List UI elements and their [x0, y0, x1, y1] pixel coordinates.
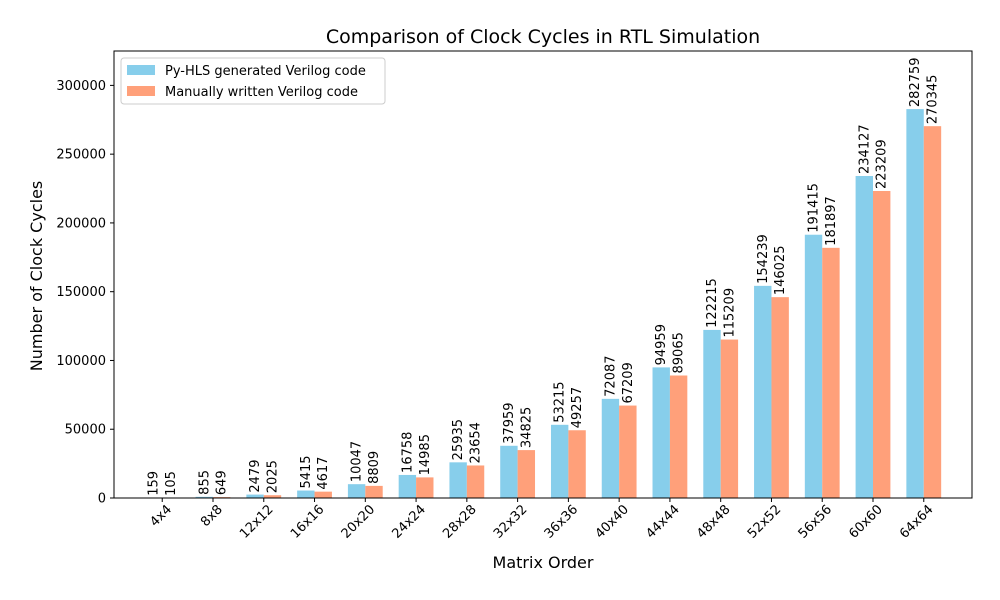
x-tick-label: 40x40 — [593, 502, 632, 541]
data-label-series-1-36x36: 53215 — [553, 381, 568, 422]
data-label-series-2-48x48: 115209 — [722, 288, 737, 338]
bar-series-1-64x64 — [906, 109, 924, 498]
data-label-series-1-20x20: 10047 — [350, 441, 365, 482]
x-tick-label: 28x28 — [440, 502, 479, 541]
data-label-series-1-12x12: 2479 — [248, 459, 263, 492]
x-axis-title: Matrix Order — [493, 553, 594, 572]
data-label-series-1-60x60: 234127 — [857, 124, 872, 174]
x-tick-label: 16x16 — [288, 502, 327, 541]
x-tick-label: 48x48 — [694, 502, 733, 541]
data-label-series-2-16x16: 4617 — [316, 457, 331, 490]
legend-swatch-1 — [127, 65, 155, 75]
data-label-series-1-48x48: 122215 — [705, 278, 720, 328]
bar-series-2-24x24 — [416, 477, 434, 498]
bar-series-1-24x24 — [398, 474, 417, 498]
data-label-series-2-40x40: 67209 — [621, 362, 636, 403]
bar-series-1-56x56 — [804, 234, 823, 499]
data-label-series-2-52x52: 146025 — [773, 246, 788, 296]
bar-series-2-32x32 — [517, 450, 536, 498]
y-tick-label: 300000 — [56, 79, 106, 94]
bar-series-2-16x16 — [314, 491, 332, 498]
data-label-series-1-4x4: 159 — [147, 471, 162, 496]
bar-series-1-44x44 — [652, 367, 670, 498]
legend-swatch-2 — [127, 86, 155, 96]
bar-series-2-36x36 — [568, 430, 586, 498]
legend: Py-HLS generated Verilog code Manually wr… — [120, 57, 386, 105]
data-label-series-2-32x32: 34825 — [519, 407, 534, 448]
x-tick-label: 24x24 — [389, 502, 428, 541]
y-tick-label: 100000 — [56, 354, 106, 369]
y-tick-label: 250000 — [56, 148, 106, 163]
x-tick-label: 20x20 — [339, 502, 378, 541]
bar-series-1-40x40 — [601, 398, 620, 498]
data-label-series-2-60x60: 223209 — [875, 139, 890, 189]
data-label-series-2-12x12: 2025 — [265, 460, 280, 493]
x-tick-label: 36x36 — [542, 502, 581, 541]
bar-series-1-28x28 — [449, 462, 467, 498]
bar-series-2-12x12 — [263, 495, 282, 498]
data-label-series-1-8x8: 855 — [197, 470, 212, 495]
y-axis-title: Number of Clock Cycles — [27, 181, 46, 371]
bar-series-1-52x52 — [754, 285, 772, 498]
x-tick-label: 56x56 — [796, 502, 835, 541]
data-label-series-2-64x64: 270345 — [925, 75, 940, 125]
x-tick-label: 52x52 — [745, 502, 784, 541]
x-tick-label: 44x44 — [643, 502, 682, 541]
bar-series-1-8x8 — [195, 496, 213, 498]
x-tick-label: 4x4 — [147, 502, 175, 530]
data-label-series-1-56x56: 191415 — [807, 183, 822, 233]
bar-series-2-20x20 — [365, 485, 383, 498]
x-tick-label: 60x60 — [846, 502, 885, 541]
data-label-series-1-52x52: 154239 — [756, 234, 771, 284]
axes-frame — [113, 50, 973, 499]
data-label-series-1-28x28: 25935 — [451, 419, 466, 460]
data-label-series-2-28x28: 23654 — [469, 422, 484, 463]
bar-series-2-56x56 — [822, 247, 840, 498]
data-label-series-1-24x24: 16758 — [400, 432, 415, 473]
bar-series-1-20x20 — [347, 484, 366, 498]
legend-box — [120, 57, 386, 105]
data-label-series-2-56x56: 181897 — [824, 196, 839, 246]
bar-series-2-60x60 — [873, 191, 891, 498]
bar-series-1-32x32 — [500, 445, 518, 498]
plot-area: 159 855 2479 5415 10047 16758 25935 37959 53215 7… — [56, 50, 973, 542]
bar-series-1-36x36 — [550, 424, 569, 498]
x-tick-label: 64x64 — [897, 502, 936, 541]
bar-series-2-64x64 — [923, 126, 942, 499]
bar-series-2-44x44 — [669, 375, 688, 498]
bar-series-1-48x48 — [703, 329, 721, 498]
y-tick-label: 0 — [98, 492, 106, 507]
data-label-series-2-20x20: 8809 — [367, 451, 382, 484]
y-tick-label: 150000 — [56, 285, 106, 300]
data-label-series-2-4x4: 105 — [164, 471, 179, 496]
bar-series-2-52x52 — [771, 297, 789, 498]
bar-series-2-28x28 — [466, 465, 485, 498]
data-label-series-1-16x16: 5415 — [299, 455, 314, 488]
data-label-series-2-24x24: 14985 — [418, 434, 433, 475]
bar-series-1-60x60 — [855, 175, 873, 499]
x-tick-label: 12x12 — [237, 502, 276, 541]
data-label-series-1-32x32: 37959 — [502, 402, 517, 443]
data-label-series-2-8x8: 649 — [215, 470, 230, 495]
x-tick-label: 32x32 — [491, 502, 530, 541]
bar-series-2-40x40 — [619, 405, 637, 498]
y-tick-label: 50000 — [65, 423, 106, 438]
data-label-series-1-64x64: 282759 — [908, 57, 923, 107]
bar-series-2-48x48 — [720, 339, 739, 498]
data-label-series-1-40x40: 72087 — [603, 355, 618, 396]
legend-label-1: Py-HLS generated Verilog code — [165, 64, 366, 79]
data-label-series-1-44x44: 94959 — [654, 324, 669, 365]
chart-title: Comparison of Clock Cycles in RTL Simula… — [326, 26, 760, 48]
data-label-series-2-44x44: 89065 — [672, 332, 687, 373]
x-tick-label: 8x8 — [198, 502, 226, 530]
y-tick-label: 200000 — [56, 216, 106, 231]
bar-series-1-12x12 — [246, 494, 264, 498]
data-label-series-2-36x36: 49257 — [570, 387, 585, 428]
legend-label-2: Manually written Verilog code — [165, 85, 358, 100]
bar-series-1-16x16 — [297, 490, 315, 498]
